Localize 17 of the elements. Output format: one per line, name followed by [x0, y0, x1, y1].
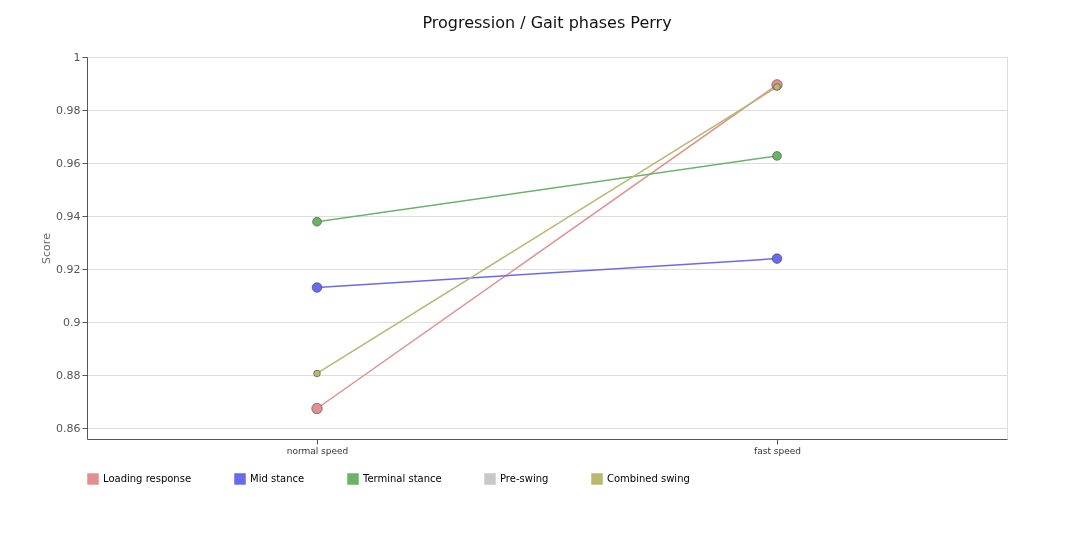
x-tick-label: fast speed [754, 445, 801, 456]
y-tick-label: 0.96 [56, 156, 81, 170]
y-tick-label: 1 [73, 50, 81, 64]
legend-label: Mid stance [250, 473, 305, 484]
y-axis-title: Score [40, 232, 54, 264]
y-tick-label: 0.88 [56, 368, 81, 382]
x-tick-label: normal speed [286, 445, 349, 456]
y-tick-label: 0.98 [56, 103, 81, 117]
chart-title: Progression / Gait phases Perry [422, 13, 672, 32]
y-tick-label: 0.9 [63, 315, 81, 329]
y-tick-label: 0.94 [56, 209, 81, 223]
legend-label: Combined swing [607, 473, 690, 484]
y-tick-label: 0.86 [56, 421, 81, 435]
legend-label: Loading response [103, 473, 192, 484]
legend-label: Pre-swing [500, 473, 549, 484]
y-tick-label: 0.92 [56, 262, 81, 276]
legend-label: Terminal stance [362, 473, 442, 484]
